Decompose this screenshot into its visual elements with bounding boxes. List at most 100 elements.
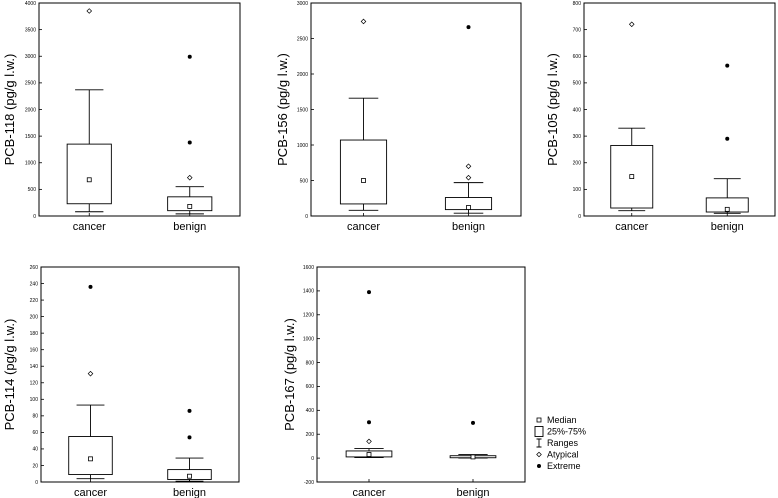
y-tick-label: 100 [30,397,39,403]
median-marker [470,454,476,460]
atypical-point [628,21,635,28]
iqr-box-benign [705,197,749,213]
y-tick-label: 1000 [25,161,36,167]
median-marker [187,473,192,479]
extreme-point [187,54,192,59]
y-tick-label: 1000 [303,336,314,342]
atypical-point [465,163,472,170]
y-tick-label: 600 [573,54,582,60]
y-tick-label: 3000 [25,54,36,60]
y-tick-label: 200 [30,314,39,320]
y-tick-label: 80 [32,414,38,420]
extreme-point [466,25,471,30]
category-label-cancer: cancer [347,221,380,233]
y-tick-label: 2000 [297,72,308,78]
extreme-point [367,420,371,425]
median-marker [361,178,366,183]
atypical-point [86,8,93,14]
y-tick-label: 800 [306,360,315,366]
y-tick-label: 600 [306,384,315,390]
y-tick-label: 700 [573,27,582,33]
legend-label-range: Ranges [547,438,579,448]
extreme-point [187,140,192,145]
legend-label-box: 25%-75% [547,427,586,437]
plot-frame-5 [316,266,526,483]
y-tick-label: 0 [578,214,581,220]
iqr-box-benign [167,196,213,212]
extreme-point [725,136,730,141]
median-marker [466,205,471,210]
median-marker [629,174,635,179]
y-tick-label: 240 [30,281,39,287]
category-label-cancer: cancer [73,221,106,233]
y-tick-label: 140 [30,364,39,370]
y-tick-label: 220 [30,298,39,304]
legend-label-median: Median [547,415,577,425]
y-tick-label: 500 [28,187,37,193]
atypical-point [87,370,94,377]
y-tick-label: 4000 [25,1,36,7]
y-axis-label: PCB-156 (pg/g l.w.) [275,53,290,166]
y-tick-label: 1500 [25,134,36,140]
y-axis-label: PCB-105 (pg/g l.w.) [545,53,560,166]
median-marker [86,177,92,183]
y-tick-label: 160 [30,347,39,353]
y-tick-label: 60 [32,430,38,436]
iqr-box-cancer [66,143,112,205]
category-label-benign: benign [173,487,206,498]
y-tick-label: 120 [30,381,39,387]
extreme-point [187,408,192,413]
y-tick-label: 1000 [297,143,308,149]
y-tick-label: 0 [305,214,308,220]
y-tick-label: 300 [573,134,582,140]
legend-box-marker [534,426,544,437]
y-tick-label: 2000 [25,107,36,113]
iqr-box-cancer [68,436,113,476]
y-tick-label: 180 [30,331,39,337]
category-label-benign: benign [452,221,485,233]
category-label-cancer: cancer [615,221,648,233]
y-axis-label: PCB-167 (pg/g l.w.) [282,318,297,431]
iqr-box-cancer [339,139,388,205]
legend-extreme-marker [537,464,541,468]
y-tick-label: 0 [311,456,314,462]
legend-median-marker [536,417,542,423]
y-tick-label: 200 [306,432,315,438]
y-tick-label: -200 [304,480,314,486]
category-label-cancer: cancer [352,487,385,498]
extreme-point [367,290,371,295]
y-tick-label: 3500 [25,27,36,33]
y-tick-label: 3000 [297,1,308,7]
category-label-benign: benign [711,221,744,233]
extreme-point [187,435,192,440]
legend-range-marker [536,438,542,448]
extreme-point [88,284,93,289]
y-tick-label: 0 [35,480,38,486]
y-tick-label: 800 [573,1,582,7]
atypical-point [366,438,372,445]
atypical-point [465,174,472,181]
y-tick-label: 1200 [303,313,314,319]
plot-frame-4 [40,266,240,483]
legend-label-atypical: Atypical [547,450,579,460]
y-tick-label: 100 [573,187,582,193]
y-tick-label: 20 [32,463,38,469]
median-marker [187,204,193,209]
y-tick-label: 2500 [25,81,36,87]
y-tick-label: 200 [573,161,582,167]
y-tick-label: 400 [573,107,582,113]
y-axis-label: PCB-118 (pg/g l.w.) [2,54,17,166]
y-tick-label: 1600 [303,265,314,271]
median-marker [724,206,730,212]
y-tick-label: 500 [300,178,309,184]
median-marker [88,456,93,462]
median-marker [366,452,372,457]
extreme-point [725,63,730,68]
legend-label-extreme: Extreme [547,461,581,471]
y-tick-label: 400 [306,408,315,414]
y-tick-label: 260 [30,265,39,271]
legend-atypical-marker [536,451,542,458]
extreme-point [471,420,475,425]
y-axis-label: PCB-114 (pg/g l.w.) [2,319,17,431]
